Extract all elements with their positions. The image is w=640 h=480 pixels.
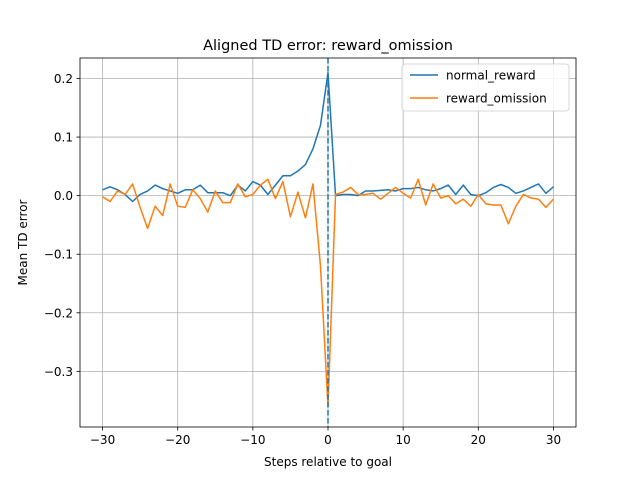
x-axis-label: Steps relative to goal bbox=[264, 455, 392, 469]
y-tick-label: −0.3 bbox=[44, 365, 73, 379]
x-tick-label: −30 bbox=[90, 433, 115, 447]
x-tick-label: 0 bbox=[324, 433, 332, 447]
y-tick-label: 0.1 bbox=[54, 131, 73, 145]
legend-label-normal-reward: normal_reward bbox=[446, 69, 536, 83]
ticks: −30 −20 −10 0 10 20 30 −0.3 −0.2 −0.1 0.0 0.1 0.2 bbox=[44, 72, 561, 447]
x-tick-label: 20 bbox=[471, 433, 486, 447]
y-tick-label: 0.2 bbox=[54, 72, 73, 86]
y-tick-label: −0.2 bbox=[44, 306, 73, 320]
x-tick-label: −20 bbox=[165, 433, 190, 447]
legend: normal_reward reward_omission bbox=[401, 63, 570, 112]
y-tick-label: 0.0 bbox=[54, 189, 73, 203]
y-tick-label: −0.1 bbox=[44, 248, 73, 262]
legend-label-reward-omission: reward_omission bbox=[446, 92, 547, 106]
legend-box bbox=[401, 63, 570, 112]
chart-title: Aligned TD error: reward_omission bbox=[203, 38, 453, 54]
x-tick-label: 10 bbox=[396, 433, 411, 447]
y-axis-label: Mean TD error bbox=[16, 199, 30, 285]
x-tick-label: −10 bbox=[240, 433, 265, 447]
x-tick-label: 30 bbox=[546, 433, 561, 447]
